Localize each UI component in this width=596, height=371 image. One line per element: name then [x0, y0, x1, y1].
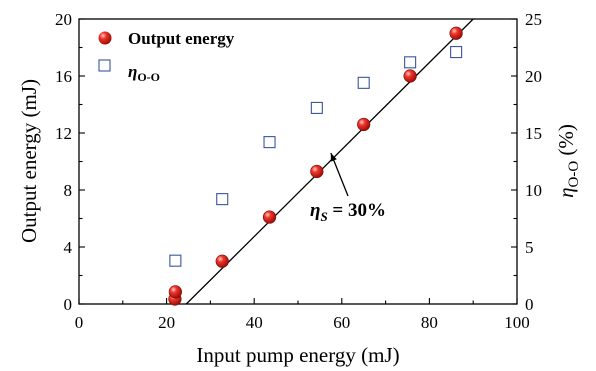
legend-output-energy-label: Output energy	[128, 29, 235, 48]
slope-efficiency-annotation: ηS = 30%	[310, 200, 386, 224]
legend-output-energy-marker	[98, 31, 112, 45]
left-y-tick-label: 16	[55, 67, 72, 86]
slope-annotation-arrowhead	[330, 152, 337, 162]
right-y-tick-label: 20	[525, 67, 542, 86]
legend-efficiency-label: ηO-O	[128, 62, 160, 84]
annotation-value: = 30%	[328, 200, 386, 221]
x-tick-label: 0	[75, 313, 84, 332]
x-tick-label: 100	[504, 313, 530, 332]
legend-efficiency-subscript: O-O	[137, 70, 160, 84]
plot-frame	[78, 18, 518, 305]
linear-fit-line	[185, 19, 474, 304]
right-y-axis-unit: (%)	[554, 124, 578, 161]
right-y-tick-label: 5	[525, 238, 534, 257]
legend-efficiency-symbol: η	[128, 62, 137, 81]
left-y-tick-label: 8	[64, 181, 73, 200]
right-y-tick-label: 10	[525, 181, 542, 200]
annotation-subscript: S	[320, 209, 327, 224]
output-energy-series	[168, 26, 463, 306]
right-y-axis-title: ηO-O (%)	[554, 124, 582, 198]
left-y-tick-label: 20	[55, 10, 72, 29]
left-y-axis: 0 4 8 12 16 20	[55, 10, 85, 314]
x-tick-label: 40	[246, 313, 263, 332]
x-tick-label: 80	[421, 313, 438, 332]
output-energy-point	[310, 164, 324, 179]
efficiency-point	[310, 101, 323, 114]
output-energy-point	[449, 26, 463, 40]
efficiency-point	[357, 76, 370, 89]
efficiency-point	[404, 56, 417, 69]
efficiency-series	[169, 46, 463, 267]
right-y-tick-label: 25	[525, 10, 542, 29]
output-energy-point	[357, 117, 371, 132]
x-tick-label: 20	[158, 313, 175, 332]
legend: Output energy ηO-O	[98, 29, 235, 84]
x-tick-label: 60	[333, 313, 350, 332]
left-y-axis-title: Output energy (mJ)	[17, 79, 41, 243]
efficiency-point	[169, 254, 182, 267]
left-y-tick-label: 4	[64, 238, 73, 257]
legend-efficiency-marker	[98, 59, 111, 72]
plot-border	[78, 18, 518, 305]
output-energy-point	[168, 285, 182, 299]
annotation-eta-symbol: η	[310, 200, 320, 221]
efficiency-point	[450, 46, 463, 59]
x-axis: 0 20 40 60 80 100	[75, 298, 530, 332]
right-y-axis-eta: η	[554, 187, 578, 197]
right-y-axis: 0 5 10 15 20 25	[511, 10, 542, 314]
output-energy-point	[215, 254, 229, 268]
x-axis-title: Input pump energy (mJ)	[196, 343, 399, 367]
right-y-axis-subscript: O-O	[566, 161, 582, 188]
right-y-tick-label: 0	[525, 295, 534, 314]
efficiency-point	[216, 193, 229, 206]
right-y-tick-label: 15	[525, 124, 542, 143]
output-energy-point	[262, 210, 277, 224]
left-y-tick-label: 0	[64, 295, 73, 314]
output-energy-point	[403, 69, 417, 83]
left-y-tick-label: 12	[55, 124, 72, 143]
efficiency-point	[263, 136, 276, 149]
